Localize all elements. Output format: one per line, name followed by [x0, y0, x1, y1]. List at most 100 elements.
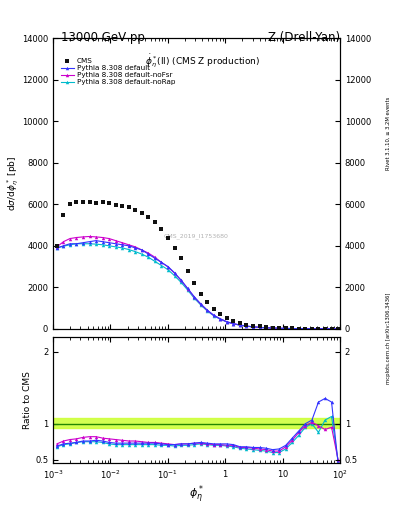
Pythia 8.308 default-noFsr	[251, 324, 255, 330]
Pythia 8.308 default-noFsr	[94, 234, 98, 240]
Bar	[53, 418, 340, 428]
Pythia 8.308 default	[179, 277, 184, 283]
Pythia 8.308 default-noRap	[152, 258, 157, 264]
Pythia 8.308 default-noFsr	[231, 321, 236, 327]
Pythia 8.308 default	[296, 326, 301, 332]
Pythia 8.308 default	[172, 270, 177, 276]
CMS	[61, 211, 66, 218]
CMS	[192, 280, 196, 286]
CMS	[198, 290, 203, 296]
Pythia 8.308 default-noRap	[270, 325, 275, 331]
CMS	[264, 324, 268, 330]
CMS	[74, 199, 79, 205]
Pythia 8.308 default-noRap	[146, 254, 151, 260]
Pythia 8.308 default-noFsr	[81, 234, 85, 240]
Pythia 8.308 default-noFsr	[277, 325, 281, 331]
CMS	[329, 326, 334, 332]
CMS	[81, 199, 85, 205]
Pythia 8.308 default-noRap	[231, 321, 236, 327]
Pythia 8.308 default-noRap	[205, 308, 209, 314]
CMS	[100, 199, 105, 205]
Pythia 8.308 default-noFsr	[100, 234, 105, 241]
Pythia 8.308 default-noFsr	[211, 312, 216, 318]
Pythia 8.308 default	[165, 264, 170, 270]
Pythia 8.308 default-noRap	[238, 322, 242, 328]
CMS	[179, 255, 184, 261]
CMS	[218, 311, 223, 317]
Pythia 8.308 default	[277, 325, 281, 331]
Pythia 8.308 default-noFsr	[185, 286, 190, 292]
Pythia 8.308 default	[316, 326, 321, 332]
Pythia 8.308 default-noRap	[74, 241, 79, 247]
Pythia 8.308 default-noRap	[107, 243, 112, 249]
Pythia 8.308 default-noFsr	[165, 264, 170, 270]
Pythia 8.308 default	[140, 247, 144, 253]
Pythia 8.308 default	[244, 323, 249, 329]
Pythia 8.308 default	[290, 326, 295, 332]
CMS	[244, 322, 249, 328]
Pythia 8.308 default-noFsr	[290, 326, 295, 332]
CMS	[113, 202, 118, 208]
Pythia 8.308 default	[55, 245, 59, 251]
Pythia 8.308 default-noFsr	[55, 244, 59, 250]
Pythia 8.308 default-noFsr	[303, 326, 308, 332]
Pythia 8.308 default-noRap	[310, 326, 314, 332]
Pythia 8.308 default-noRap	[257, 324, 262, 330]
Pythia 8.308 default-noRap	[198, 302, 203, 308]
Pythia 8.308 default-noRap	[329, 326, 334, 332]
Pythia 8.308 default-noRap	[283, 326, 288, 332]
CMS	[152, 219, 157, 225]
Legend: CMS, Pythia 8.308 default, Pythia 8.308 default-noFsr, Pythia 8.308 default-noRa: CMS, Pythia 8.308 default, Pythia 8.308 …	[59, 56, 177, 87]
Pythia 8.308 default-noFsr	[107, 236, 112, 242]
Pythia 8.308 default-noFsr	[270, 325, 275, 331]
CMS	[165, 234, 170, 241]
Pythia 8.308 default-noFsr	[140, 247, 144, 253]
CMS	[55, 243, 59, 249]
Pythia 8.308 default-noFsr	[238, 322, 242, 328]
CMS	[94, 200, 98, 206]
Pythia 8.308 default-noFsr	[127, 242, 131, 248]
Pythia 8.308 default-noFsr	[120, 240, 125, 246]
Pythia 8.308 default-noRap	[192, 295, 196, 301]
Pythia 8.308 default	[107, 240, 112, 246]
Pythia 8.308 default	[113, 241, 118, 247]
Pythia 8.308 default-noRap	[68, 242, 72, 248]
Pythia 8.308 default-noFsr	[257, 324, 262, 330]
Pythia 8.308 default-noFsr	[205, 307, 209, 313]
Pythia 8.308 default-noFsr	[310, 326, 314, 332]
CMS	[238, 320, 242, 326]
Pythia 8.308 default-noRap	[61, 243, 66, 249]
CMS	[296, 326, 301, 332]
CMS	[323, 326, 327, 332]
CMS	[159, 226, 164, 232]
Pythia 8.308 default-noFsr	[113, 238, 118, 244]
Pythia 8.308 default-noFsr	[329, 326, 334, 332]
CMS	[133, 206, 138, 212]
Pythia 8.308 default-noFsr	[133, 244, 138, 250]
CMS	[205, 298, 209, 305]
Pythia 8.308 default-noFsr	[296, 326, 301, 332]
Pythia 8.308 default-noFsr	[146, 250, 151, 256]
Pythia 8.308 default	[81, 240, 85, 246]
Pythia 8.308 default	[192, 293, 196, 300]
Pythia 8.308 default	[218, 316, 223, 322]
Pythia 8.308 default-noRap	[179, 279, 184, 285]
Pythia 8.308 default	[303, 326, 308, 332]
Pythia 8.308 default-noFsr	[264, 325, 268, 331]
Pythia 8.308 default-noFsr	[244, 323, 249, 329]
CMS	[127, 204, 131, 210]
CMS	[172, 245, 177, 251]
CMS	[107, 200, 112, 206]
Pythia 8.308 default-noRap	[81, 241, 85, 247]
Line: CMS: CMS	[55, 200, 340, 331]
Pythia 8.308 default-noFsr	[323, 326, 327, 332]
Pythia 8.308 default-noFsr	[159, 260, 164, 266]
Pythia 8.308 default-noRap	[127, 246, 131, 252]
CMS	[251, 323, 255, 329]
CMS	[140, 209, 144, 216]
Pythia 8.308 default	[152, 255, 157, 261]
Y-axis label: d$\sigma$/d$\phi^*_\eta$ [pb]: d$\sigma$/d$\phi^*_\eta$ [pb]	[5, 156, 20, 211]
Pythia 8.308 default-noFsr	[179, 278, 184, 284]
CMS	[283, 325, 288, 331]
Pythia 8.308 default-noRap	[133, 248, 138, 254]
